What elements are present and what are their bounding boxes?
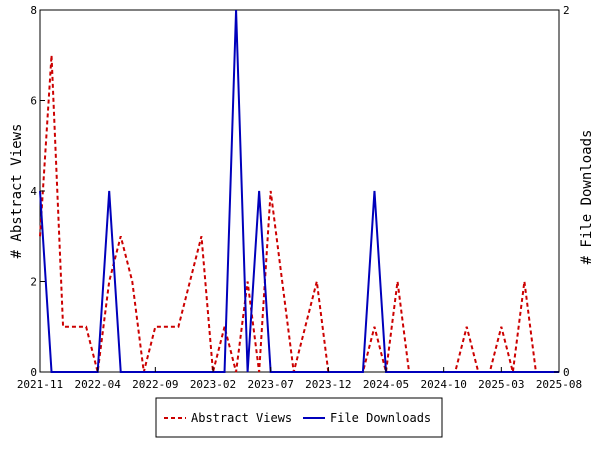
left-tick-label: 4	[30, 185, 37, 198]
legend-box	[155, 397, 443, 438]
right-axis-ticks: 02	[554, 4, 570, 379]
series-line-file-downloads	[39, 9, 559, 373]
x-tick-label: 2024-10	[420, 378, 466, 391]
left-axis-ticks: 0 2 4 6 8	[30, 4, 45, 379]
y-axis-right-title: # File Downloads	[579, 130, 595, 265]
right-tick-label: 0	[563, 366, 570, 379]
left-tick-label: 6	[30, 95, 37, 108]
x-tick-label: 2024-05	[363, 378, 409, 391]
x-tick-label: 2022-04	[74, 378, 121, 391]
y-axis-left-title: # Abstract Views	[9, 124, 25, 259]
x-axis-ticks: 2021-11 2022-04 2022-09 2023-02 2023-07 2023-…	[17, 367, 582, 391]
series-lines	[39, 9, 559, 373]
x-tick-label: 2022-09	[132, 378, 178, 391]
x-tick-label: 2023-12	[305, 378, 351, 391]
legend-label-file-downloads: File Downloads	[330, 411, 431, 425]
left-tick-label: 8	[30, 4, 37, 17]
left-tick-label: 2	[30, 276, 37, 289]
plot-area	[39, 9, 560, 373]
x-tick-label: 2023-02	[190, 378, 236, 391]
x-tick-label: 2021-11	[17, 378, 63, 391]
x-tick-label: 2023-07	[247, 378, 293, 391]
x-tick-label: 2025-03	[478, 378, 524, 391]
legend-label-abstract-views: Abstract Views	[191, 411, 292, 425]
legend: Abstract Views File Downloads	[155, 397, 443, 438]
x-tick-label: 2025-08	[536, 378, 582, 391]
right-tick-label: 2	[563, 4, 570, 17]
left-tick-label: 0	[30, 366, 37, 379]
